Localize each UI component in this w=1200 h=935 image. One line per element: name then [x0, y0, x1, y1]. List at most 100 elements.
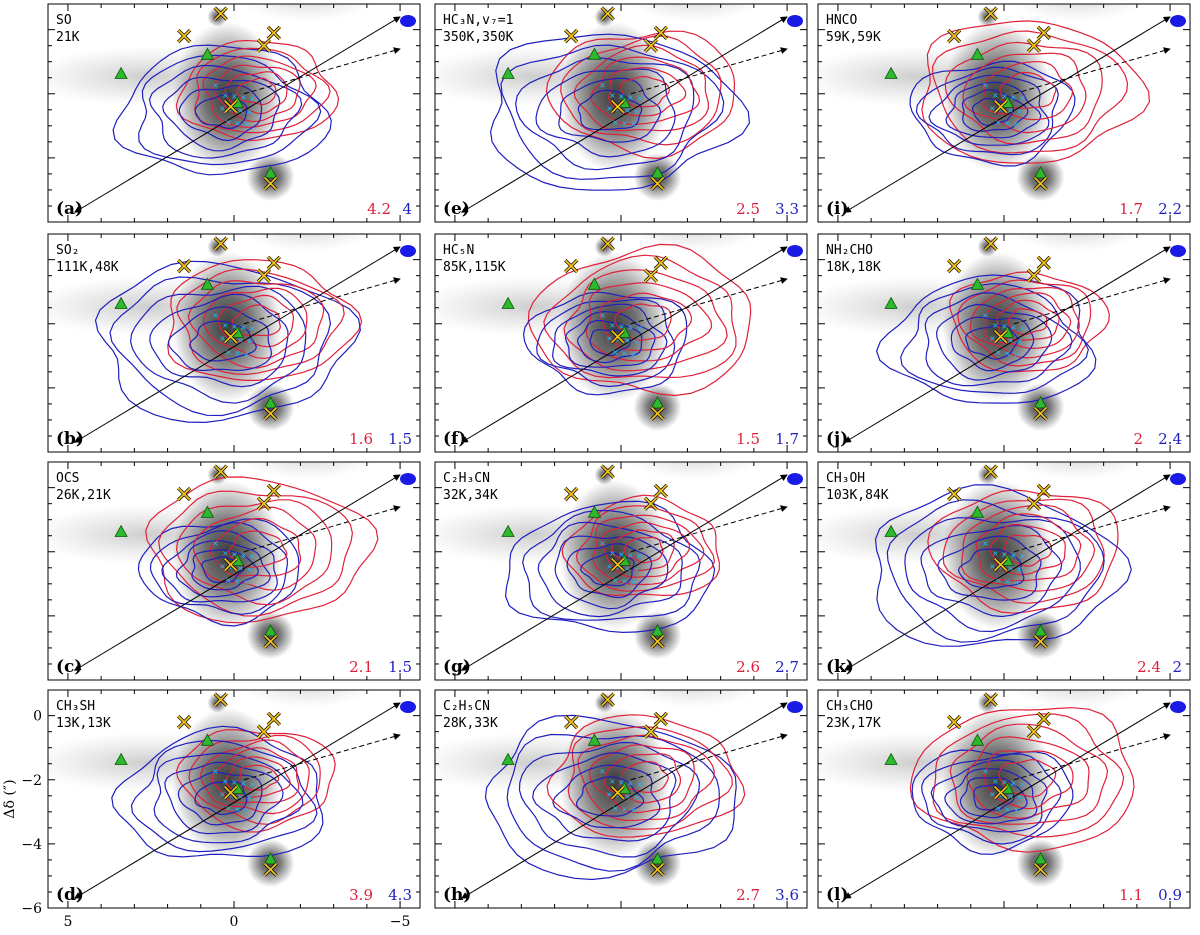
- green-triangle-marker: [263, 166, 278, 179]
- maser-spot: ×: [1004, 119, 1010, 130]
- maser-spot: ×: [633, 337, 639, 348]
- outflow-arrow-dashed: [243, 277, 401, 325]
- green-triangle-marker: [884, 752, 898, 765]
- excitation-temps: 28K,33K: [443, 716, 498, 731]
- molecule-name: HNCO: [826, 13, 857, 28]
- yellow-cross-marker: [654, 256, 668, 270]
- yellow-cross-marker: [947, 715, 961, 729]
- panel-label: (f): [443, 429, 466, 449]
- yellow-cross-marker: [994, 99, 1008, 114]
- background-emission-north: [1010, 690, 1145, 708]
- yellow-cross-marker: [1027, 269, 1041, 283]
- maser-spot: ×: [212, 311, 218, 322]
- outflow-arrow-dashed: [630, 277, 788, 325]
- yellow-cross-marker: [1027, 39, 1041, 53]
- outflow-arrow-solid: [73, 702, 401, 899]
- excitation-temps: 59K,59K: [826, 30, 881, 45]
- maser-spot: ×: [989, 104, 995, 115]
- panel-label: (d): [56, 885, 84, 905]
- maser-spot: ×: [222, 549, 228, 560]
- blue-value: 2.4: [1158, 430, 1182, 448]
- green-triangle-marker: [1033, 624, 1048, 637]
- y-tick-label: −2: [21, 773, 42, 789]
- maser-spot: ×: [612, 576, 618, 587]
- maser-spot: ×: [618, 550, 624, 561]
- excitation-temps: 13K,13K: [56, 716, 111, 731]
- yellow-cross-marker: [947, 259, 961, 273]
- green-triangle-marker: [114, 752, 128, 765]
- yellow-cross-marker: [601, 236, 615, 251]
- blue-value: 3.6: [775, 886, 799, 904]
- maser-spot: ×: [228, 563, 234, 574]
- maser-spot: ×: [1004, 577, 1010, 588]
- green-triangle-marker: [263, 396, 278, 409]
- maser-spot: ×: [636, 780, 642, 791]
- blue-value: 1.7: [775, 430, 799, 448]
- maser-spot: ×: [606, 104, 612, 115]
- maser-spot: ×: [612, 804, 618, 815]
- yellow-cross-marker: [177, 487, 191, 501]
- outflow-arrow-dashed: [243, 47, 401, 95]
- panel-content: ××××××××××××: [435, 690, 788, 899]
- yellow-cross-marker: [650, 406, 665, 421]
- green-triangle-marker: [884, 66, 898, 79]
- outflow-arrow-solid: [843, 16, 1171, 213]
- green-triangle-marker: [501, 524, 515, 537]
- green-triangle-marker: [650, 852, 665, 865]
- maser-spot: ×: [989, 790, 995, 801]
- maser-spot: ×: [612, 118, 618, 129]
- maser-spot: ×: [1001, 92, 1007, 103]
- maser-spot: ×: [234, 119, 240, 130]
- panel-label: (b): [56, 429, 84, 449]
- maser-spot: ×: [998, 105, 1004, 116]
- yellow-cross-marker: [177, 29, 191, 43]
- molecule-name: C₂H₅CN: [443, 699, 490, 714]
- maser-spot: ×: [636, 94, 642, 105]
- background-emission-north: [1010, 4, 1145, 22]
- x-tick-label: −5: [390, 914, 411, 930]
- blue-value: 0.9: [1158, 886, 1182, 904]
- x-tick-label: 5: [63, 914, 72, 930]
- excitation-temps: 85K,115K: [443, 260, 506, 275]
- yellow-cross-marker: [611, 99, 625, 114]
- maser-spot: ×: [633, 793, 639, 804]
- maser-spot: ×: [982, 767, 988, 778]
- green-triangle-marker: [587, 505, 602, 518]
- maser-spot: ×: [240, 93, 246, 104]
- maser-spot: ×: [237, 106, 243, 117]
- panel-content: ××××××××××××: [48, 462, 401, 671]
- yellow-cross-marker: [267, 712, 281, 726]
- panel-label: (l): [826, 885, 849, 905]
- maser-spot: ×: [212, 539, 218, 550]
- maser-spot: ×: [1001, 322, 1007, 333]
- maser-spot: ×: [1016, 565, 1022, 576]
- maser-spot: ×: [624, 106, 630, 117]
- red-value: 1.6: [349, 430, 373, 448]
- beam-ellipse: [400, 245, 416, 257]
- maser-spot: ×: [237, 336, 243, 347]
- yellow-cross-marker: [994, 557, 1008, 572]
- beam-ellipse: [787, 701, 803, 713]
- maser-spot: ×: [237, 564, 243, 575]
- excitation-temps: 111K,48K: [56, 260, 119, 275]
- yellow-cross-marker: [263, 176, 278, 191]
- blue-value: 1.5: [388, 430, 412, 448]
- maser-spot: ×: [621, 119, 627, 130]
- green-triangle-marker: [1033, 166, 1048, 179]
- maser-spot: ×: [982, 539, 988, 550]
- maser-spot: ×: [624, 336, 630, 347]
- outflow-arrow-dashed: [1013, 505, 1171, 553]
- yellow-cross-marker: [214, 464, 228, 479]
- molecule-name: NH₂CHO: [826, 243, 873, 258]
- outflow-arrow-solid: [73, 246, 401, 443]
- maser-spot: ×: [212, 767, 218, 778]
- red-value: 3.9: [349, 886, 373, 904]
- maser-spot: ×: [222, 777, 228, 788]
- maser-spot: ×: [992, 777, 998, 788]
- red-value: 4.2: [367, 200, 391, 218]
- maser-spot: ×: [636, 324, 642, 335]
- yellow-cross-marker: [267, 26, 281, 40]
- maser-spot: ×: [1001, 550, 1007, 561]
- yellow-cross-marker: [224, 557, 238, 572]
- maser-spot: ×: [240, 779, 246, 790]
